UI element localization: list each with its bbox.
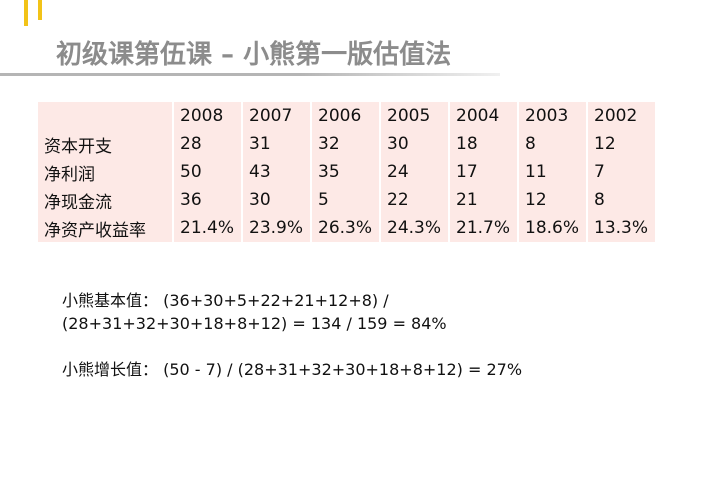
table-cell: 8 — [588, 186, 655, 214]
basic-value-line-2: (28+31+32+30+18+8+12) = 134 / 159 = 84% — [62, 314, 447, 333]
year-header: 2004 — [450, 102, 517, 130]
table-cell: 7 — [588, 158, 655, 186]
year-header: 2003 — [519, 102, 586, 130]
table-cell: 23.9% — [243, 214, 310, 242]
table-cell: 24 — [381, 158, 448, 186]
table-cell: 24.3% — [381, 214, 448, 242]
year-header: 2005 — [381, 102, 448, 130]
table-cell: 18.6% — [519, 214, 586, 242]
table-cell: 21.7% — [450, 214, 517, 242]
table-cell: 12 — [519, 186, 586, 214]
table-cell: 5 — [312, 186, 379, 214]
year-header: 2008 — [174, 102, 241, 130]
table-cell: 35 — [312, 158, 379, 186]
slide-title: 初级课第伍课 – 小熊第一版估值法 — [56, 40, 452, 70]
table-cell: 31 — [243, 130, 310, 158]
accent-bar-right — [38, 0, 42, 20]
table-cell: 17 — [450, 158, 517, 186]
spacer — [62, 335, 522, 358]
table-cell: 21 — [450, 186, 517, 214]
row-label: 净利润 — [38, 158, 172, 186]
table-cell: 30 — [381, 130, 448, 158]
table-row: 资本开支 28 31 32 30 18 8 12 — [38, 130, 655, 158]
header-blank-cell — [38, 102, 172, 130]
row-label: 净资产收益率 — [38, 214, 172, 242]
row-label: 净现金流 — [38, 186, 172, 214]
valuation-table: 2008 2007 2006 2005 2004 2003 2002 资本开支 … — [36, 102, 657, 242]
formula-notes: 小熊基本值： (36+30+5+22+21+12+8) / (28+31+32+… — [62, 289, 522, 381]
table-header-row: 2008 2007 2006 2005 2004 2003 2002 — [38, 102, 655, 130]
table-row: 净现金流 36 30 5 22 21 12 8 — [38, 186, 655, 214]
year-header: 2006 — [312, 102, 379, 130]
table-cell: 36 — [174, 186, 241, 214]
table-cell: 13.3% — [588, 214, 655, 242]
row-label: 资本开支 — [38, 130, 172, 158]
table-cell: 11 — [519, 158, 586, 186]
table-cell: 8 — [519, 130, 586, 158]
table-cell: 12 — [588, 130, 655, 158]
growth-value-line: 小熊增长值： (50 - 7) / (28+31+32+30+18+8+12) … — [62, 360, 523, 379]
table-cell: 50 — [174, 158, 241, 186]
table-cell: 21.4% — [174, 214, 241, 242]
year-header: 2007 — [243, 102, 310, 130]
table-cell: 26.3% — [312, 214, 379, 242]
table-cell: 30 — [243, 186, 310, 214]
year-header: 2002 — [588, 102, 655, 130]
table-cell: 18 — [450, 130, 517, 158]
table-cell: 22 — [381, 186, 448, 214]
table-row: 净利润 50 43 35 24 17 11 7 — [38, 158, 655, 186]
table-cell: 32 — [312, 130, 379, 158]
table-row: 净资产收益率 21.4% 23.9% 26.3% 24.3% 21.7% 18.… — [38, 214, 655, 242]
title-underline — [0, 73, 500, 76]
table-cell: 28 — [174, 130, 241, 158]
basic-value-line-1: 小熊基本值： (36+30+5+22+21+12+8) / — [62, 291, 389, 310]
accent-bar-left — [24, 0, 28, 26]
table-cell: 43 — [243, 158, 310, 186]
